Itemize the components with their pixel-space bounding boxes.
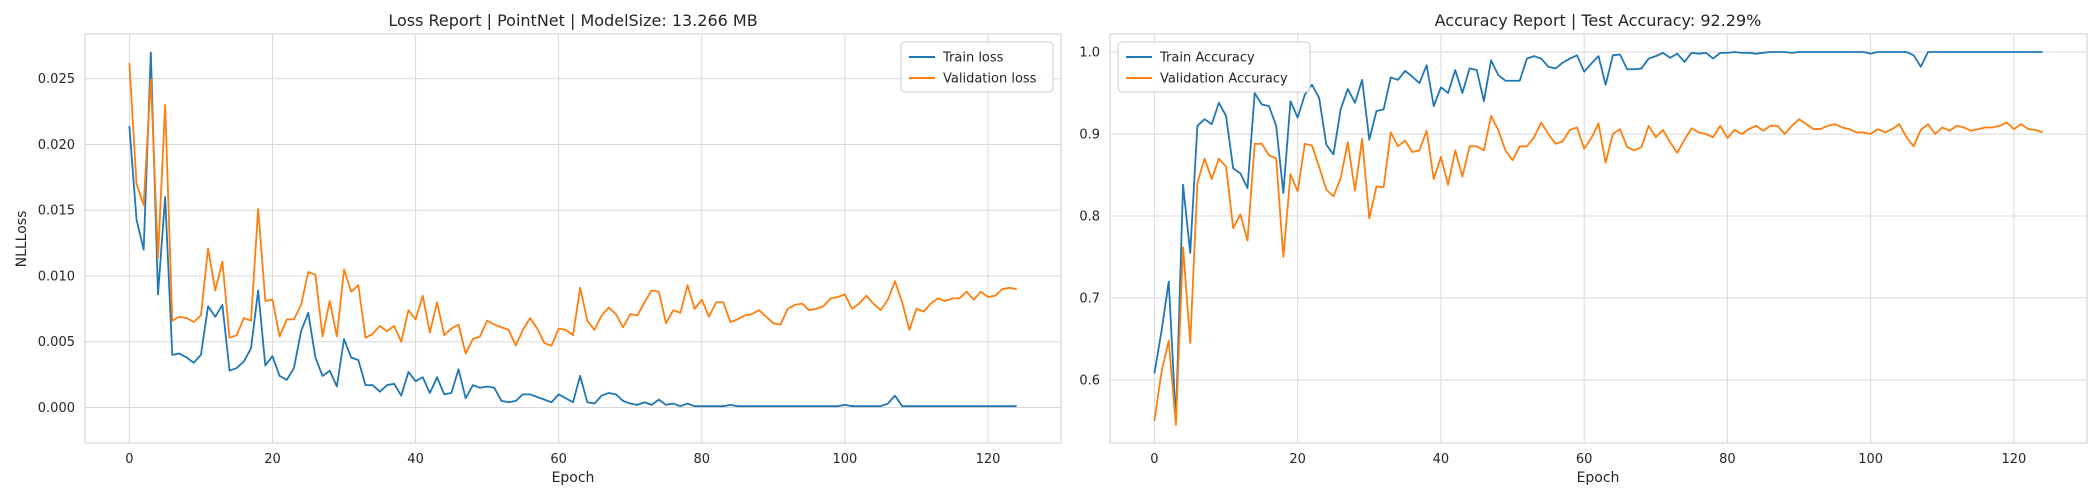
loss-validation-loss-line: [128, 62, 1017, 355]
loss-x-tick-label: 20: [264, 452, 281, 467]
accuracy-x-tick-label: 120: [2002, 452, 2027, 467]
loss-y-tick-label: 0.010: [38, 269, 75, 284]
loss-y-tick-label: 0.000: [38, 401, 75, 416]
loss-x-tick-label: 60: [550, 452, 567, 467]
accuracy-plot-background: [1109, 33, 2088, 444]
accuracy-x-ticks: 0 20 40 60 80 100 120: [1150, 452, 2026, 467]
accuracy-y-ticks: 0.6 0.7 0.8 0.9 1.0: [1079, 46, 1100, 389]
loss-x-tick-label: 120: [976, 452, 1001, 467]
accuracy-chart-panel: 0 20 40 60 80 100 120 0.6 0.7 0.8 0.9 1.0 Accuracy…: [1079, 11, 2088, 486]
accuracy-y-tick-label: 1.0: [1079, 46, 1100, 61]
accuracy-x-tick-label: 0: [1150, 452, 1158, 467]
loss-chart-title: Loss Report | PointNet | ModelSize: 13.2…: [388, 11, 757, 30]
accuracy-x-tick-label: 40: [1433, 452, 1450, 467]
accuracy-train-accuracy-line: [1153, 51, 2043, 422]
loss-legend-label: Train loss: [942, 51, 1004, 66]
accuracy-y-tick-label: 0.8: [1079, 209, 1100, 224]
loss-y-tick-label: 0.005: [38, 335, 75, 350]
loss-x-axis-label: Epoch: [552, 470, 595, 486]
loss-train-loss-line: [128, 51, 1017, 408]
loss-x-ticks: 0 20 40 60 80 100 120: [125, 452, 1000, 467]
loss-grid: [85, 34, 1061, 443]
accuracy-x-tick-label: 20: [1289, 452, 1306, 467]
accuracy-grid: [1110, 34, 2087, 443]
accuracy-x-axis-label: Epoch: [1577, 470, 1620, 486]
loss-y-tick-label: 0.015: [38, 204, 75, 219]
loss-y-tick-label: 0.020: [38, 138, 75, 153]
loss-x-tick-label: 0: [125, 452, 133, 467]
loss-series-group: [128, 51, 1017, 408]
accuracy-legend-box: [1117, 41, 1311, 93]
loss-legend-label: Validation loss: [943, 72, 1037, 87]
accuracy-legend-label: Train Accuracy: [1159, 51, 1255, 66]
accuracy-validation-accuracy-line: [1153, 115, 2043, 426]
loss-y-axis-label: NLLLoss: [14, 211, 30, 268]
loss-y-tick-label: 0.025: [38, 72, 75, 87]
accuracy-x-tick-label: 100: [1858, 452, 1883, 467]
loss-plot-background: [84, 33, 1062, 444]
loss-y-ticks: 0.000 0.005 0.010 0.015 0.020 0.025: [38, 72, 75, 416]
accuracy-chart-title: Accuracy Report | Test Accuracy: 92.29%: [1435, 11, 1762, 30]
accuracy-x-tick-label: 60: [1576, 452, 1593, 467]
loss-x-tick-label: 40: [407, 452, 424, 467]
loss-legend-box: [900, 41, 1054, 93]
loss-x-tick-label: 100: [832, 452, 857, 467]
accuracy-y-tick-label: 0.9: [1079, 127, 1100, 142]
accuracy-legend: Train Accuracy Validation Accuracy: [1117, 41, 1311, 93]
accuracy-y-tick-label: 0.6: [1079, 373, 1100, 388]
loss-chart-panel: 0 20 40 60 80 100 120 0.000 0.005 0.010 0.015 0.02…: [14, 11, 1062, 486]
loss-x-tick-label: 80: [694, 452, 711, 467]
accuracy-series-group: [1153, 51, 2043, 426]
accuracy-x-tick-label: 80: [1719, 452, 1736, 467]
loss-legend: Train loss Validation loss: [900, 41, 1054, 93]
accuracy-y-tick-label: 0.7: [1079, 291, 1100, 306]
accuracy-legend-label: Validation Accuracy: [1160, 72, 1288, 87]
